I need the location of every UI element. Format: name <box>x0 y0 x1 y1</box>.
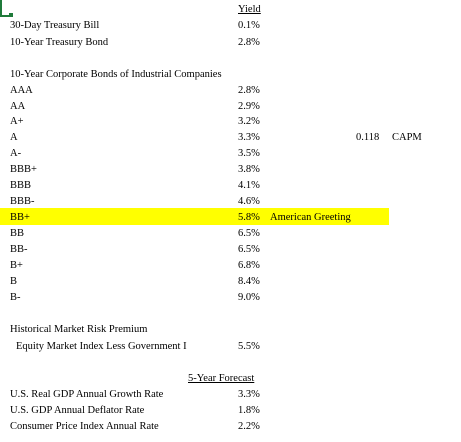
risk-premium-title[interactable]: Historical Market Risk Premium <box>10 324 148 335</box>
bond-yield[interactable]: 6.8% <box>238 260 260 271</box>
cell-cursor-border-bottom <box>0 15 12 17</box>
bond-rating[interactable]: A- <box>10 148 22 159</box>
forecast-label[interactable]: Consumer Price Index Annual Rate <box>10 421 159 432</box>
forecast-label[interactable]: U.S. GDP Annual Deflator Rate <box>10 405 145 416</box>
bond-rating[interactable]: BBB <box>10 180 32 191</box>
bond-yield[interactable]: 6.5% <box>238 244 260 255</box>
bond-rating[interactable]: A+ <box>10 116 24 127</box>
bond-yield[interactable]: 4.6% <box>238 196 260 207</box>
bond-rating[interactable]: B- <box>10 292 21 303</box>
bond-yield[interactable]: 2.8% <box>238 85 260 96</box>
treasury-value[interactable]: 2.8% <box>238 37 260 48</box>
forecast-header[interactable]: 5-Year Forecast <box>188 373 255 384</box>
bond-rating[interactable]: AAA <box>10 85 33 96</box>
bond-yield[interactable]: 5.8% <box>238 212 260 223</box>
forecast-label[interactable]: U.S. Real GDP Annual Growth Rate <box>10 389 164 400</box>
highlighted-row <box>0 208 389 225</box>
bond-yield[interactable]: 9.0% <box>238 292 260 303</box>
bond-yield[interactable]: 8.4% <box>238 276 260 287</box>
bond-rating[interactable]: AA <box>10 101 26 112</box>
bond-rating[interactable]: B+ <box>10 260 23 271</box>
bond-yield[interactable]: 3.5% <box>238 148 260 159</box>
bond-rating[interactable]: BBB- <box>10 196 35 207</box>
company-note[interactable]: American Greeting <box>270 212 351 223</box>
treasury-label[interactable]: 30-Day Treasury Bill <box>10 20 100 31</box>
bond-rating[interactable]: BB+ <box>10 212 30 223</box>
risk-premium-label[interactable]: Equity Market Index Less Government I <box>16 341 187 352</box>
bond-yield[interactable]: 3.8% <box>238 164 260 175</box>
bond-rating[interactable]: BB- <box>10 244 28 255</box>
risk-premium-value[interactable]: 5.5% <box>238 341 260 352</box>
bond-yield[interactable]: 2.9% <box>238 101 260 112</box>
bond-yield[interactable]: 6.5% <box>238 228 260 239</box>
forecast-value[interactable]: 3.3% <box>238 389 260 400</box>
cell-cursor-border <box>0 0 2 17</box>
forecast-value[interactable]: 2.2% <box>238 421 260 432</box>
bond-rating[interactable]: B <box>10 276 18 287</box>
bonds-title[interactable]: 10-Year Corporate Bonds of Industrial Co… <box>10 69 222 80</box>
bond-yield[interactable]: 3.3% <box>238 132 260 143</box>
treasury-value[interactable]: 0.1% <box>238 20 260 31</box>
treasury-label[interactable]: 10-Year Treasury Bond <box>10 37 109 48</box>
bond-rating[interactable]: A <box>10 132 18 143</box>
forecast-value[interactable]: 1.8% <box>238 405 260 416</box>
bond-rating[interactable]: BB <box>10 228 25 239</box>
yield-header[interactable]: Yield <box>238 4 261 15</box>
capm-value[interactable]: 0.118 <box>356 132 380 143</box>
bond-rating[interactable]: BBB+ <box>10 164 37 175</box>
bond-yield[interactable]: 4.1% <box>238 180 260 191</box>
capm-label[interactable]: CAPM <box>392 132 422 143</box>
bond-yield[interactable]: 3.2% <box>238 116 260 127</box>
fill-handle[interactable] <box>9 13 13 17</box>
